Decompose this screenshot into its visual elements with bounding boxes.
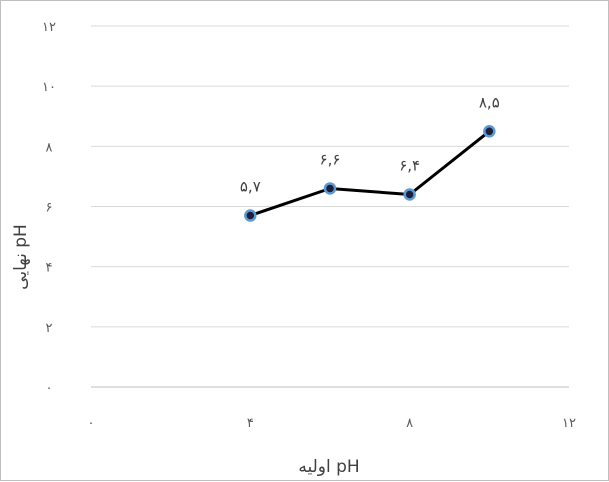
y-tick-label: ۶ [46,201,53,216]
x-tick-label: ۴ [247,416,254,431]
data-point [483,125,496,138]
data-label: ۶,۴ [399,156,420,174]
data-label: ۸,۵ [479,93,500,111]
x-tick-label: ۱۲ [562,416,576,431]
y-tick-label: ۲ [46,321,53,336]
y-tick-label: ۸ [46,140,53,155]
x-axis-title: pH اولیه [298,457,359,477]
y-tick-label: ۱۲ [42,20,56,35]
data-point [323,182,337,195]
x-tick-label: ۰ [88,416,95,431]
data-label: ۵,۷ [240,178,261,196]
data-label: ۶,۶ [320,150,341,168]
x-tick-label: ۸ [406,416,413,431]
data-point [403,188,416,201]
y-tick-label: ۰ [46,381,53,396]
data-point [244,209,257,222]
y-tick-label: ۴ [46,261,53,276]
series-line [249,130,491,217]
y-tick-label: ۱۰ [42,80,56,95]
y-axis-title: pH نهایی [11,224,31,290]
